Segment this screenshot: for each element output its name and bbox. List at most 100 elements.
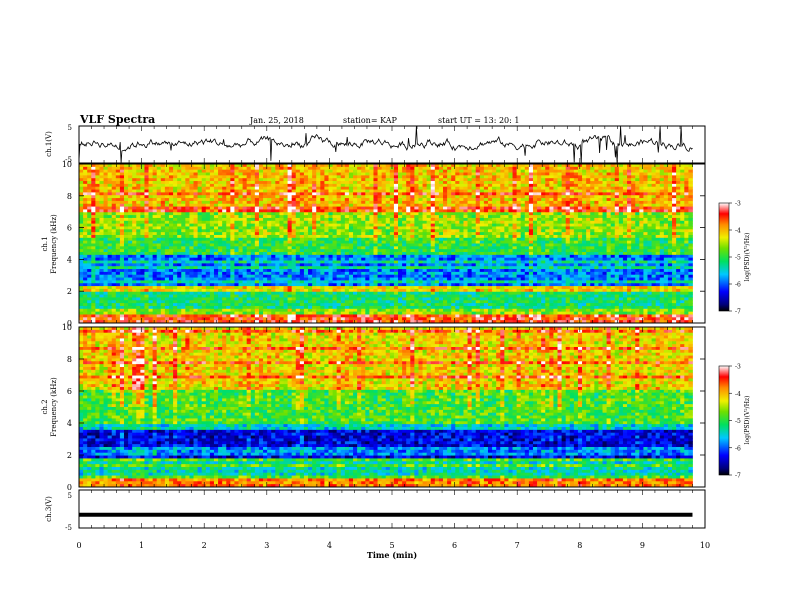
spectrogram-cell	[369, 169, 374, 173]
spectrogram-cell	[279, 169, 284, 173]
spectrogram-cell	[185, 195, 190, 199]
spectrogram-cell	[639, 172, 644, 176]
spectrogram-cell	[487, 166, 493, 171]
spectrogram-cell	[610, 220, 616, 225]
spectrogram-cell	[655, 166, 661, 171]
spectrogram-cell	[230, 254, 235, 259]
spectrogram-cell	[430, 198, 436, 202]
spectrogram-cell	[528, 189, 534, 193]
spectrogram-cell	[398, 249, 403, 253]
spectrogram-cell	[467, 192, 473, 196]
spectrogram-cell	[111, 200, 117, 205]
spectrogram-cell	[365, 189, 370, 193]
spectrogram-cell	[524, 189, 530, 193]
spectrogram-cell	[667, 192, 673, 196]
spectrogram-cell	[128, 200, 133, 205]
spectrogram-cell	[618, 198, 624, 202]
spectrogram-cell	[267, 186, 272, 190]
spectrogram-cell	[635, 195, 640, 199]
spectrogram-cell	[103, 223, 109, 227]
spectrogram-cell	[541, 189, 546, 193]
spectrogram-cell	[271, 164, 276, 168]
spectrogram-cell	[451, 181, 456, 185]
spectrogram-cell	[111, 229, 117, 233]
spectrogram-cell	[651, 198, 657, 202]
spectrogram-cell	[516, 240, 522, 244]
spectrogram-cell	[524, 200, 530, 205]
spectrogram-cell	[365, 223, 370, 227]
spectrogram-cell	[537, 164, 542, 168]
spectrogram-cell	[156, 217, 162, 222]
spectrogram-cell	[320, 212, 325, 216]
spectrogram-cell	[573, 252, 579, 256]
spectrogram-cell	[565, 198, 571, 202]
spectrogram-cell	[303, 203, 309, 207]
spectrogram-cell	[598, 252, 603, 256]
spectrogram-cell	[181, 183, 186, 188]
spectrogram-cell	[508, 243, 513, 247]
spectrogram-cell	[152, 252, 158, 256]
spectrogram-cell	[528, 226, 534, 230]
spectrogram-cell	[287, 189, 293, 193]
spectrogram-cell	[373, 209, 378, 213]
spectrogram-cell	[451, 169, 456, 173]
spectrogram-cell	[271, 203, 276, 207]
spectrogram-cell	[299, 252, 305, 256]
spectrogram-cell	[492, 195, 497, 199]
spectrogram-cell	[492, 237, 497, 242]
spectrogram-cell	[79, 229, 84, 233]
spectrogram-cell	[532, 234, 538, 239]
spectrogram-cell	[606, 186, 612, 190]
spectrogram-cell	[128, 254, 133, 259]
spectrogram-cell	[443, 252, 448, 256]
spectrogram-cell	[79, 186, 84, 190]
spectrogram-cell	[663, 195, 669, 199]
spectrogram-cell	[434, 192, 440, 196]
spectrogram-cell	[524, 192, 530, 196]
spectrogram-cell	[230, 178, 235, 182]
spectrogram-cell	[299, 172, 305, 176]
spectrogram-cell	[688, 169, 693, 173]
spectrogram-cell	[332, 246, 338, 250]
spectrogram-cell	[181, 232, 186, 236]
spectrogram-cell	[549, 217, 554, 222]
spectrogram-cell	[308, 223, 313, 227]
spectrogram-cell	[123, 237, 129, 242]
spectrogram-cell	[492, 186, 497, 190]
spectrogram-cell	[234, 198, 239, 202]
spectrogram-cell	[622, 223, 628, 227]
spectrogram-cell	[569, 186, 575, 190]
spectrogram-cell	[91, 181, 96, 185]
spectrogram-cell	[418, 232, 423, 236]
spectrogram-cell	[418, 186, 423, 190]
spectrogram-cell	[688, 183, 693, 188]
spectrogram-cell	[545, 189, 550, 193]
spectrogram-cell	[451, 164, 456, 168]
spectrogram-cell	[582, 189, 587, 193]
spectrogram-cell	[144, 164, 149, 168]
spectrogram-cell	[639, 243, 644, 247]
spectrogram-cell	[402, 169, 407, 173]
spectrogram-cell	[455, 234, 460, 239]
spectrogram-cell	[177, 226, 182, 230]
spectrogram-cell	[438, 192, 444, 196]
spectrogram-cell	[287, 243, 293, 247]
spectrogram-cell	[226, 203, 231, 207]
spectrogram-cell	[279, 240, 284, 244]
spectrogram-cell	[438, 252, 444, 256]
spectrogram-cell	[553, 203, 558, 207]
spectrogram-cell	[177, 186, 182, 190]
spectrogram-cell	[381, 164, 387, 168]
spectrogram-cell	[132, 186, 137, 190]
spectrogram-cell	[353, 206, 358, 210]
spectrogram-cell	[430, 166, 436, 171]
spectrogram-cell	[242, 209, 248, 213]
spectrogram-cell	[95, 226, 100, 230]
spectrogram-cell	[426, 200, 432, 205]
spectrogram-cell	[136, 189, 141, 193]
spectrogram-cell	[577, 186, 583, 190]
spectrogram-cell	[115, 215, 121, 219]
spectrogram-cell	[557, 181, 562, 185]
spectrogram-cell	[267, 206, 272, 210]
spectrogram-cell	[381, 240, 387, 244]
